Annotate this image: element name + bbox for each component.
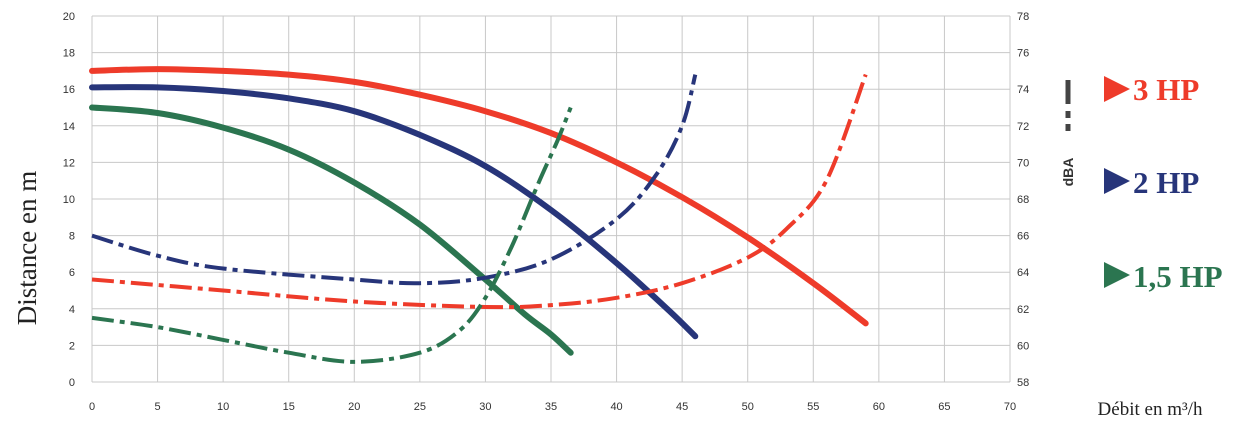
- y2-axis-ticks: 58 60 62 64 66 68 70 72 74 76 78: [1017, 11, 1029, 389]
- y-tick-label: 4: [69, 304, 75, 316]
- chart-grid: [91, 15, 1011, 383]
- x-tick-label: 35: [545, 401, 557, 413]
- y-tick-label: 8: [69, 231, 75, 243]
- x-axis-label: Débit en m³/h: [1098, 399, 1203, 420]
- y2-tick-label: 64: [1017, 267, 1029, 279]
- x-tick-label: 15: [283, 401, 295, 413]
- y2-tick-label: 70: [1017, 157, 1029, 169]
- y-tick-label: 18: [63, 48, 75, 60]
- x-tick-label: 5: [155, 401, 161, 413]
- x-tick-label: 25: [414, 401, 426, 413]
- y-tick-label: 10: [63, 194, 75, 206]
- legend-marker-3hp-icon: [1104, 76, 1130, 102]
- y2-tick-label: 74: [1017, 84, 1029, 96]
- y-tick-label: 12: [63, 157, 75, 169]
- y-axis-ticks: 0 2 4 6 8 10 12 14 16 18 20: [63, 11, 75, 389]
- x-tick-label: 55: [807, 401, 819, 413]
- y-tick-label: 0: [69, 377, 75, 389]
- legend-marker-2hp-icon: [1104, 168, 1130, 194]
- distance-curve-1-5-hp: [89, 104, 574, 356]
- x-tick-label: 60: [873, 401, 885, 413]
- y2-tick-label: 72: [1017, 121, 1029, 133]
- chart-legend: 3 HP 2 HP 1,5 HP: [1104, 72, 1223, 294]
- legend-item-3hp: 3 HP: [1104, 72, 1199, 107]
- y2-tick-label: 62: [1017, 304, 1029, 316]
- distance-curve-2-hp: [89, 84, 699, 340]
- x-axis-ticks: 0 5 10 15 20 25 30 35 40 45 50 55 60 65 70: [89, 401, 1016, 413]
- x-tick-label: 40: [610, 401, 622, 413]
- noise-curve-3-hp: [91, 73, 868, 310]
- y2-tick-label: 58: [1017, 377, 1029, 389]
- x-tick-label: 30: [479, 401, 491, 413]
- x-tick-label: 0: [89, 401, 95, 413]
- legend-marker-1-5hp-icon: [1104, 262, 1130, 288]
- y2-axis-label: dBA: [1060, 158, 1076, 187]
- noise-curve-2-hp: [91, 74, 698, 286]
- legend-label-1-5hp: 1,5 HP: [1133, 259, 1223, 294]
- y2-tick-label: 76: [1017, 48, 1029, 60]
- y2-tick-label: 66: [1017, 231, 1029, 243]
- y2-tick-label: 60: [1017, 340, 1029, 352]
- y-tick-label: 20: [63, 11, 75, 23]
- legend-item-1-5hp: 1,5 HP: [1104, 259, 1223, 294]
- y-tick-label: 16: [63, 84, 75, 96]
- chart-series: [89, 66, 869, 364]
- distance-curve-3-hp: [89, 66, 869, 327]
- y-tick-label: 14: [63, 121, 75, 133]
- x-tick-label: 10: [217, 401, 229, 413]
- noise-curve-1-5-hp: [91, 106, 573, 364]
- x-tick-label: 65: [938, 401, 950, 413]
- y-tick-label: 2: [69, 340, 75, 352]
- x-tick-label: 45: [676, 401, 688, 413]
- x-tick-label: 70: [1004, 401, 1016, 413]
- y-tick-label: 6: [69, 267, 75, 279]
- x-tick-label: 20: [348, 401, 360, 413]
- x-tick-label: 50: [742, 401, 754, 413]
- legend-label-3hp: 3 HP: [1133, 72, 1199, 107]
- legend-item-2hp: 2 HP: [1104, 165, 1199, 200]
- y2-tick-label: 68: [1017, 194, 1029, 206]
- legend-label-2hp: 2 HP: [1133, 165, 1199, 200]
- y2-tick-label: 78: [1017, 11, 1029, 23]
- y-axis-label: Distance en m: [12, 171, 42, 325]
